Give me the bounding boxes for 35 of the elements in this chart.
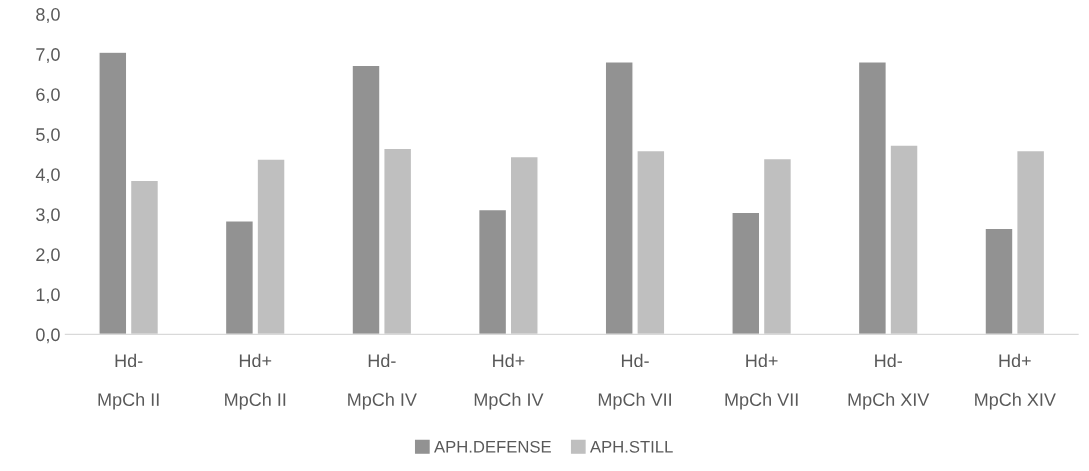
legend-label: APH.DEFENSE: [434, 440, 551, 453]
category-label: Hd- MpCh VII: [598, 353, 671, 410]
bar: [984, 227, 1014, 335]
y-tick-label: 8,0: [36, 8, 60, 23]
category-label: Hd- MpCh IV: [348, 353, 417, 410]
legend-label: APH.STILL: [590, 440, 673, 453]
bar: [383, 147, 413, 335]
y-tick-label: 4,0: [35, 168, 60, 184]
category-label: Hd+ MpCh II: [225, 353, 286, 410]
bar: [509, 155, 539, 335]
category-label: Hd- MpCh XIV: [848, 353, 930, 410]
bar: [762, 157, 793, 335]
category-label: Hd- MpCh II: [98, 353, 159, 410]
category-label: Hd+ MpCh XIV: [975, 353, 1056, 410]
bar: [636, 149, 666, 335]
bar: [889, 144, 919, 335]
bar: [224, 220, 255, 335]
bar: [604, 61, 634, 335]
bar: [98, 51, 128, 335]
y-tick-label: 1,0: [36, 288, 60, 304]
y-tick-label: 0,0: [36, 328, 60, 344]
bar: [857, 61, 888, 335]
bar: [1016, 149, 1046, 335]
y-tick-label: 2,0: [36, 248, 60, 264]
bar: [477, 208, 508, 335]
y-tick-label: 6,0: [36, 88, 60, 104]
bar: [731, 211, 761, 335]
bar: [351, 64, 381, 335]
y-tick-label: 7,0: [36, 48, 60, 64]
category-label: Hd+ MpCh VII: [725, 353, 798, 410]
y-tick-label: 3,0: [36, 208, 60, 224]
category-label: Hd+ MpCh IV: [474, 353, 544, 410]
bar: [129, 179, 160, 335]
bar: [256, 158, 286, 335]
y-tick-label: 5,0: [36, 128, 60, 144]
